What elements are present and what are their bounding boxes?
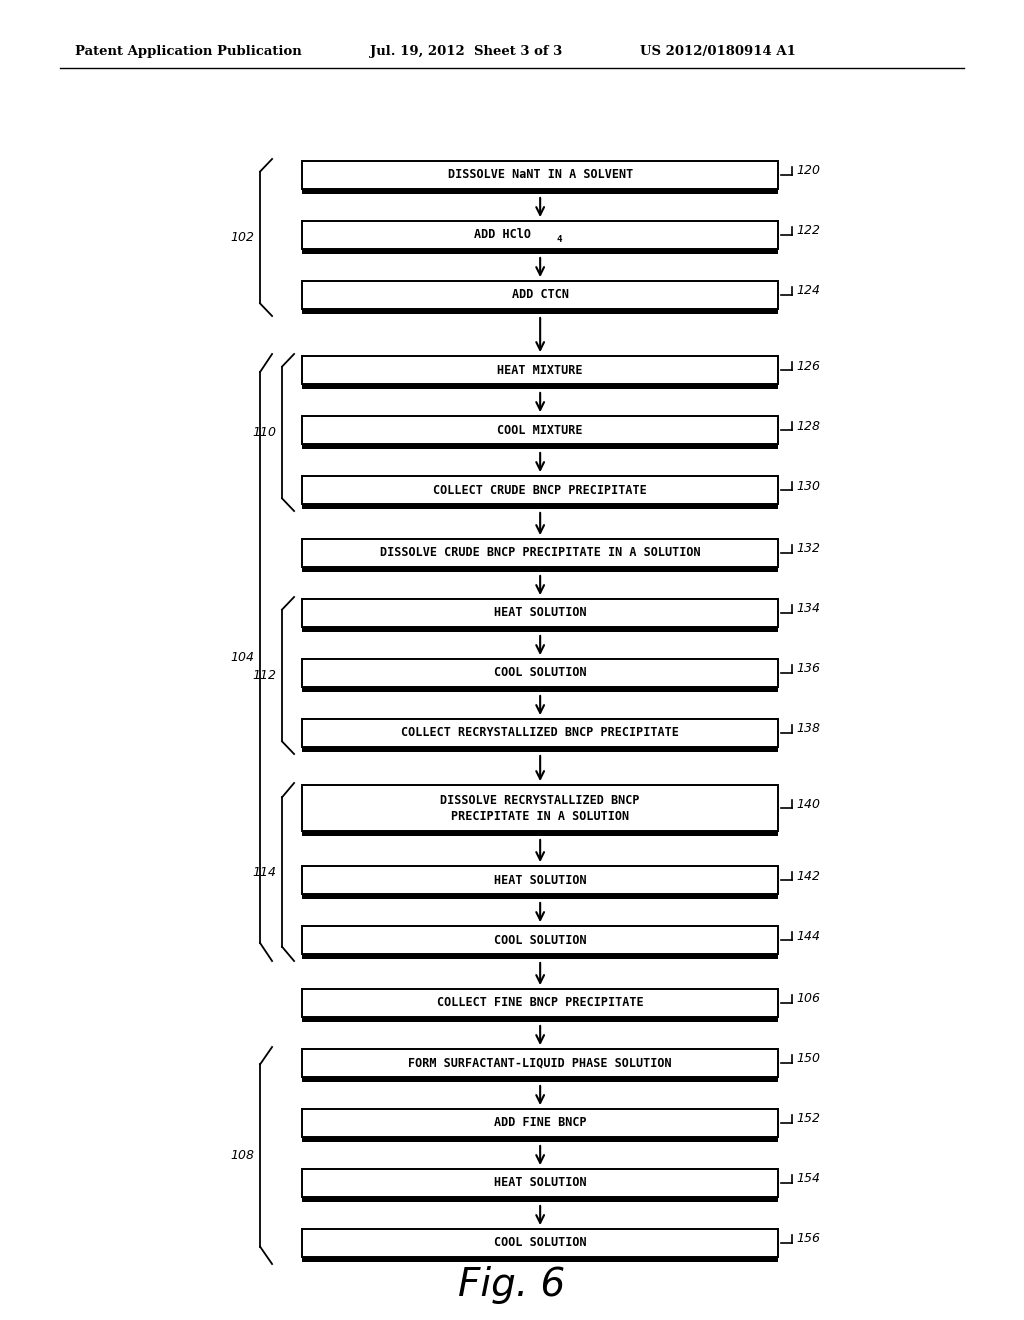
Bar — [302, 189, 778, 194]
Text: 136: 136 — [797, 663, 820, 676]
Bar — [302, 1137, 778, 1142]
Text: 108: 108 — [230, 1148, 254, 1162]
Text: 112: 112 — [252, 669, 276, 682]
Text: 156: 156 — [797, 1233, 820, 1246]
Text: COOL SOLUTION: COOL SOLUTION — [494, 667, 587, 680]
Bar — [302, 539, 778, 568]
Text: FORM SURFACTANT-LIQUID PHASE SOLUTION: FORM SURFACTANT-LIQUID PHASE SOLUTION — [409, 1056, 672, 1069]
Text: COLLECT CRUDE BNCP PRECIPITATE: COLLECT CRUDE BNCP PRECIPITATE — [433, 483, 647, 496]
Bar — [302, 894, 778, 899]
Bar — [302, 1257, 778, 1262]
Bar — [302, 1016, 778, 1022]
Text: 114: 114 — [252, 866, 276, 879]
Text: 140: 140 — [797, 797, 820, 810]
Bar — [302, 281, 778, 309]
Bar — [302, 832, 778, 836]
Text: DISSOLVE CRUDE BNCP PRECIPITATE IN A SOLUTION: DISSOLVE CRUDE BNCP PRECIPITATE IN A SOL… — [380, 546, 700, 560]
Text: 124: 124 — [797, 285, 820, 297]
Bar — [302, 659, 778, 686]
Bar — [302, 161, 778, 189]
Bar — [302, 599, 778, 627]
Text: COOL SOLUTION: COOL SOLUTION — [494, 933, 587, 946]
Text: 150: 150 — [797, 1052, 820, 1065]
Text: 126: 126 — [797, 359, 820, 372]
Text: 110: 110 — [252, 426, 276, 440]
Text: COLLECT FINE BNCP PRECIPITATE: COLLECT FINE BNCP PRECIPITATE — [437, 997, 643, 1010]
Text: ADD FINE BNCP: ADD FINE BNCP — [494, 1117, 587, 1130]
Bar — [302, 1077, 778, 1082]
Bar — [302, 477, 778, 504]
Text: 102: 102 — [230, 231, 254, 244]
Text: 152: 152 — [797, 1113, 820, 1126]
Bar — [302, 1170, 778, 1197]
Text: 4: 4 — [556, 235, 562, 244]
Text: DISSOLVE RECRYSTALLIZED BNCP
PRECIPITATE IN A SOLUTION: DISSOLVE RECRYSTALLIZED BNCP PRECIPITATE… — [440, 793, 640, 822]
Text: 142: 142 — [797, 870, 820, 883]
Bar — [302, 220, 778, 249]
Text: HEAT SOLUTION: HEAT SOLUTION — [494, 606, 587, 619]
Text: 134: 134 — [797, 602, 820, 615]
Bar — [302, 747, 778, 752]
Bar — [302, 1109, 778, 1137]
Bar — [302, 785, 778, 832]
Bar — [302, 1197, 778, 1203]
Bar — [302, 568, 778, 572]
Bar — [302, 504, 778, 510]
Text: US 2012/0180914 A1: US 2012/0180914 A1 — [640, 45, 796, 58]
Bar — [302, 927, 778, 954]
Text: Patent Application Publication: Patent Application Publication — [75, 45, 302, 58]
Bar — [302, 384, 778, 389]
Bar — [302, 356, 778, 384]
Bar — [302, 309, 778, 314]
Text: 128: 128 — [797, 420, 820, 433]
Text: Fig. 6: Fig. 6 — [459, 1266, 565, 1304]
Text: 138: 138 — [797, 722, 820, 735]
Text: 130: 130 — [797, 479, 820, 492]
Text: 132: 132 — [797, 543, 820, 556]
Text: Jul. 19, 2012  Sheet 3 of 3: Jul. 19, 2012 Sheet 3 of 3 — [370, 45, 562, 58]
Text: 106: 106 — [797, 993, 820, 1006]
Text: 104: 104 — [230, 651, 254, 664]
Bar — [302, 866, 778, 894]
Bar — [302, 989, 778, 1016]
Bar — [302, 249, 778, 253]
Bar — [302, 686, 778, 692]
Text: COLLECT RECRYSTALLIZED BNCP PRECIPITATE: COLLECT RECRYSTALLIZED BNCP PRECIPITATE — [401, 726, 679, 739]
Bar — [302, 1049, 778, 1077]
Text: DISSOLVE NaNT IN A SOLVENT: DISSOLVE NaNT IN A SOLVENT — [447, 169, 633, 181]
Text: 122: 122 — [797, 224, 820, 238]
Bar — [302, 444, 778, 449]
Text: COOL SOLUTION: COOL SOLUTION — [494, 1237, 587, 1250]
Text: 120: 120 — [797, 165, 820, 177]
Bar — [302, 954, 778, 960]
Bar — [302, 1229, 778, 1257]
Text: HEAT SOLUTION: HEAT SOLUTION — [494, 1176, 587, 1189]
Text: ADD CTCN: ADD CTCN — [512, 289, 568, 301]
Text: COOL MIXTURE: COOL MIXTURE — [498, 424, 583, 437]
Bar — [302, 719, 778, 747]
Bar — [302, 416, 778, 444]
Text: 144: 144 — [797, 929, 820, 942]
Text: ADD HClO: ADD HClO — [473, 228, 530, 242]
Text: 154: 154 — [797, 1172, 820, 1185]
Text: HEAT MIXTURE: HEAT MIXTURE — [498, 363, 583, 376]
Bar — [302, 627, 778, 632]
Text: HEAT SOLUTION: HEAT SOLUTION — [494, 874, 587, 887]
